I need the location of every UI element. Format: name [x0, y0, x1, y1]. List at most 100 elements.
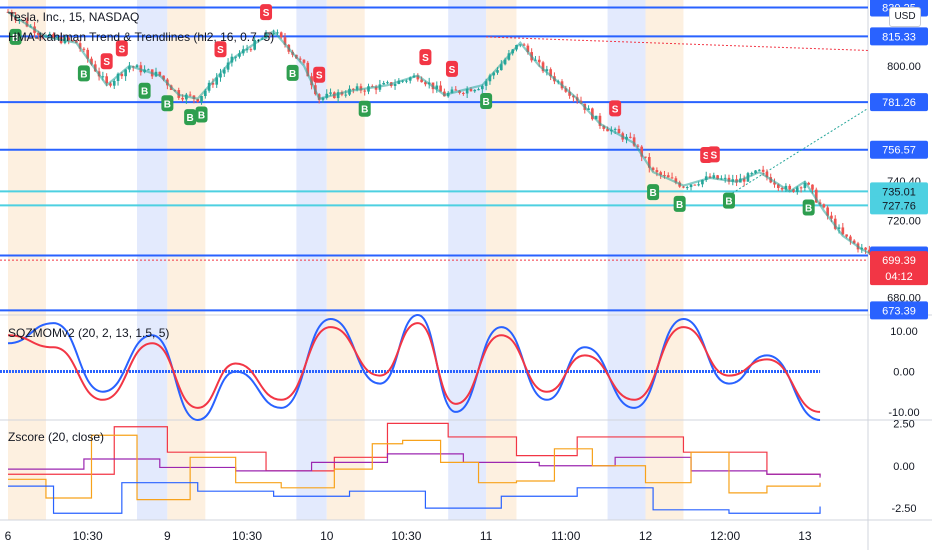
candle-body [82, 48, 86, 50]
candle-body [158, 71, 162, 76]
candle-body [776, 184, 780, 188]
candle-body [420, 79, 423, 83]
buy-badge [722, 192, 735, 209]
buy-signal-marker: B [358, 100, 371, 117]
candle-body [393, 83, 397, 86]
candle-body [351, 88, 355, 90]
buy-signal-marker: B [77, 65, 90, 82]
time-axis-label: 9 [164, 529, 171, 543]
candle-body [435, 85, 439, 90]
candle-body [306, 62, 310, 77]
sell-signal-marker: S [707, 146, 720, 163]
level-label-bg [870, 27, 928, 46]
candle [644, 156, 647, 159]
candle-body [640, 146, 644, 157]
candle-body [454, 89, 458, 91]
level-price-label: 815.33 [870, 27, 928, 46]
time-axis-label: 11 [480, 529, 493, 543]
candle [462, 91, 465, 96]
candle-body [602, 125, 606, 129]
candle-body [833, 218, 837, 229]
candle-body [363, 90, 367, 92]
time-axis-label: 12:00 [710, 529, 740, 543]
candle-body [112, 80, 116, 86]
level-label-bg [870, 196, 928, 215]
level-price-label: 756.57 [870, 140, 928, 159]
candle-body [56, 37, 59, 39]
buy-label: B [198, 110, 205, 121]
sell-label: S [263, 8, 270, 19]
candle-body [109, 83, 112, 86]
candle [435, 81, 439, 93]
sell-badge [609, 100, 622, 117]
candle [386, 80, 389, 85]
buy-badge [480, 92, 493, 109]
candle-body [128, 66, 131, 70]
sell-badge [115, 40, 128, 57]
buy-label: B [805, 204, 812, 215]
sell-label: S [703, 151, 710, 162]
candle-body [40, 34, 44, 37]
buy-signal-marker: B [722, 192, 735, 209]
candle-body [279, 32, 283, 38]
candle [833, 215, 837, 231]
candle-body [845, 234, 848, 237]
sell-signal-marker: S [419, 49, 432, 66]
candle [849, 234, 852, 245]
level-label-text: 756.57 [882, 145, 916, 157]
candle-body [795, 187, 799, 192]
candle [124, 69, 127, 81]
candle-body [541, 62, 545, 72]
level-label-text: 815.33 [882, 31, 916, 43]
oscillator-tick-label: 10.00 [890, 326, 918, 338]
session-band [8, 0, 46, 520]
candle-body [655, 170, 659, 173]
buy-badge [9, 28, 22, 45]
oscillator-series-1 [7, 322, 821, 413]
candle-body [503, 59, 507, 65]
hma-trend-line [7, 10, 882, 260]
candle-body [329, 92, 332, 94]
candle-body [807, 182, 810, 185]
candle [685, 185, 689, 190]
oscillator-tick-label: -10.00 [888, 407, 919, 419]
candle-body [549, 69, 552, 77]
buy-label: B [187, 113, 194, 124]
candle [67, 35, 71, 45]
buy-signal-marker: B [480, 92, 493, 109]
candle-body [124, 69, 127, 77]
candle-body [215, 77, 219, 85]
candle-body [52, 33, 55, 39]
sell-badge [313, 66, 326, 83]
candle-body [784, 185, 788, 190]
candle-body [689, 184, 693, 188]
candle-body [355, 86, 359, 90]
currency-selector[interactable]: USD [889, 7, 921, 27]
buy-badge [195, 106, 208, 123]
level-label-bg [870, 182, 928, 201]
candle-body [644, 156, 647, 158]
level-label-text: 735.01 [882, 186, 916, 198]
sell-signal-marker: S [260, 4, 273, 21]
candle-body [685, 187, 689, 189]
candle-body [632, 137, 636, 146]
zscore-series-2 [8, 434, 821, 501]
candle-body [591, 108, 594, 120]
buy-label: B [361, 105, 368, 116]
candle-body [568, 91, 571, 96]
candle-body [670, 177, 674, 179]
buy-badge [161, 95, 174, 112]
level-label-text: 781.26 [882, 97, 916, 109]
buy-label: B [725, 197, 732, 208]
candle-body [496, 70, 499, 73]
level-label-text: 727.76 [882, 200, 916, 212]
sell-signal-marker: S [609, 100, 622, 117]
candle-body [219, 73, 222, 78]
trendline-support-ext [728, 107, 869, 196]
candle-body [587, 108, 590, 110]
zscore-tick-label: 2.50 [893, 418, 914, 430]
candle-body [382, 82, 385, 85]
candle [215, 73, 219, 88]
candle-body [344, 94, 348, 96]
